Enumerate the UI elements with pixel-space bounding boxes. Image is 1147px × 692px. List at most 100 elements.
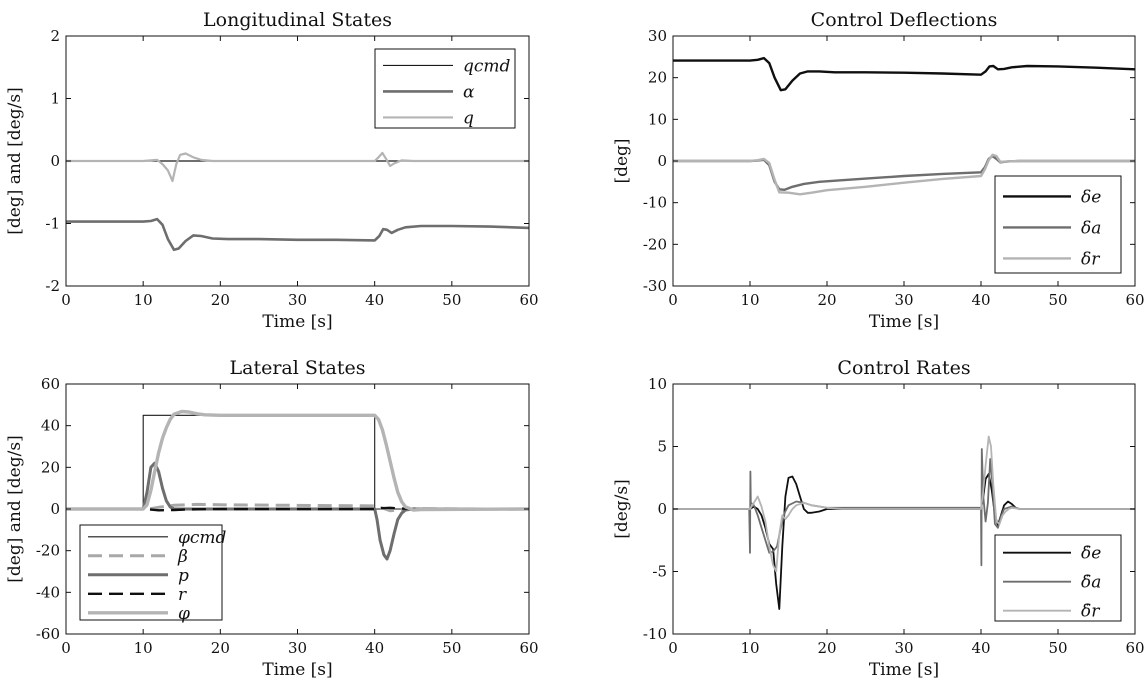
chart-1-xtick-label-0: 0 xyxy=(61,291,71,309)
chart-3-panel: Lateral States 0 10 20 30 40 50 60 -60 -40 -20 0 20 4… xyxy=(5,357,539,680)
chart-4-legend-label-delta_a_dot: δ̇a xyxy=(1081,573,1101,593)
chart-1-legend: qcmd αq xyxy=(374,48,516,129)
chart-3-legend-box xyxy=(79,524,223,621)
chart-1-y-axis-label: [deg] and [deg/s] xyxy=(5,87,25,234)
chart-4-title: Control Rates xyxy=(837,357,970,379)
chart-3-xtick-label-10: 10 xyxy=(134,639,153,657)
chart-2-series-delta_e xyxy=(673,56,1135,92)
chart-3-xtick-label-60: 60 xyxy=(519,639,538,657)
chart-4-legend: δ̇e δ̇a δ̇r xyxy=(994,534,1122,622)
chart-1-ytick-label-1: -1 xyxy=(45,215,60,233)
chart-2-ytick-label-30: -30 xyxy=(643,277,667,295)
chart-1-series-alpha xyxy=(66,217,529,252)
chart-1-xtick-label-20: 20 xyxy=(211,291,230,309)
chart-3-legend-label-phi: φ xyxy=(178,604,190,624)
chart-1-xtick-label-30: 30 xyxy=(288,291,307,309)
chart-3-ytick-label-20: -20 xyxy=(36,542,60,560)
chart-3-legend-label-phi_cmd: φcmd xyxy=(178,528,227,548)
chart-1-legend-box xyxy=(374,48,516,129)
chart-3-ytick-label-60: -60 xyxy=(36,625,60,643)
chart-2-y-axis-label: [deg] xyxy=(612,138,632,183)
chart-2-xtick-label-20: 20 xyxy=(817,291,836,309)
chart-4-ytick-label-5: 5 xyxy=(657,438,667,456)
chart-3-xtick-label-0: 0 xyxy=(61,639,71,657)
chart-4-xtick-label-50: 50 xyxy=(1048,639,1067,657)
chart-1-panel: Longitudinal States 0 10 20 30 40 50 60 -2 -1 0 1 2 T… xyxy=(5,9,539,332)
chart-3-y-axis-label: [deg] and [deg/s] xyxy=(5,435,25,582)
chart-4-xtick-label-30: 30 xyxy=(894,639,913,657)
chart-2-xtick-label-60: 60 xyxy=(1125,291,1144,309)
chart-2-xtick-label-50: 50 xyxy=(1048,291,1067,309)
chart-4-series-delta_r_dot xyxy=(673,435,1135,573)
chart-1-x-axis-label: Time [s] xyxy=(262,312,332,332)
chart-3-series-phi_cmd xyxy=(66,414,529,510)
chart-4-xtick-label-0: 0 xyxy=(668,639,678,657)
chart-1-xtick-label-60: 60 xyxy=(519,291,538,309)
chart-3-legend-label-beta: β xyxy=(177,547,188,567)
chart-1-legend-label-alpha: α xyxy=(463,82,475,102)
chart-4-panel: Control Rates 0 10 20 30 40 50 60 -10 -5 0 5 10 Time … xyxy=(612,357,1145,680)
chart-2-legend-label-delta_e: δe xyxy=(1081,187,1101,207)
chart-3-legend-label-r: r xyxy=(178,585,187,605)
chart-3-xtick-label-20: 20 xyxy=(211,639,230,657)
chart-4-xtick-label-10: 10 xyxy=(740,639,759,657)
chart-1-xtick-label-40: 40 xyxy=(365,291,384,309)
chart-3-plot-area xyxy=(66,409,529,561)
chart-2-x-axis-label: Time [s] xyxy=(869,312,939,332)
chart-1-ytick-label-0: 0 xyxy=(50,152,60,170)
chart-3-ytick-label-0: 0 xyxy=(50,500,60,518)
chart-2-legend-box xyxy=(994,175,1122,274)
chart-1-xtick-label-50: 50 xyxy=(442,291,461,309)
chart-1-ytick-label-1: 1 xyxy=(50,90,60,108)
chart-2-legend-label-delta_a: δa xyxy=(1081,218,1101,238)
chart-3-xtick-label-40: 40 xyxy=(365,639,384,657)
chart-2-ytick-label-20: -20 xyxy=(643,235,667,253)
chart-2-plot-area xyxy=(673,56,1135,196)
chart-4-legend-label-delta_r_dot: δ̇r xyxy=(1081,602,1100,622)
chart-4-ytick-label-0: 0 xyxy=(657,500,667,518)
chart-4-xtick-label-40: 40 xyxy=(971,639,990,657)
chart-4-ytick-label-10: 10 xyxy=(648,375,667,393)
chart-4-xtick-label-20: 20 xyxy=(817,639,836,657)
chart-2-title: Control Deflections xyxy=(811,9,998,31)
chart-2-xtick-label-10: 10 xyxy=(740,291,759,309)
chart-2-xtick-label-0: 0 xyxy=(668,291,678,309)
chart-3-ytick-label-40: -40 xyxy=(36,583,60,601)
chart-1-xtick-label-10: 10 xyxy=(134,291,153,309)
chart-2-ytick-label-0: 0 xyxy=(657,152,667,170)
chart-3-ytick-label-40: 40 xyxy=(41,417,60,435)
chart-4-x-axis-label: Time [s] xyxy=(869,660,939,680)
chart-3-ytick-label-60: 60 xyxy=(41,375,60,393)
chart-3-ytick-label-20: 20 xyxy=(41,458,60,476)
chart-2-ytick-label-10: 10 xyxy=(648,110,667,128)
chart-1-legend-label-q_cmd: qcmd xyxy=(463,56,511,76)
chart-2-ytick-label-30: 30 xyxy=(648,27,667,45)
chart-4-ytick-label-5: -5 xyxy=(652,563,667,581)
chart-3-title: Lateral States xyxy=(230,357,366,379)
chart-1-plot-area xyxy=(66,151,529,252)
chart-4-ytick-label-10: -10 xyxy=(643,625,667,643)
chart-3-series-r xyxy=(66,506,529,512)
chart-2-xtick-label-30: 30 xyxy=(894,291,913,309)
chart-2-xtick-label-40: 40 xyxy=(971,291,990,309)
chart-1-legend-label-q: q xyxy=(463,108,474,128)
chart-2-ytick-label-20: 20 xyxy=(648,69,667,87)
chart-4-legend-label-delta_e_dot: δ̇e xyxy=(1081,544,1101,564)
chart-2-panel: Control Deflections 0 10 20 30 40 50 60 -30 -20 -1… xyxy=(612,9,1145,332)
chart-3-x-axis-label: Time [s] xyxy=(262,660,332,680)
chart-2-legend: δe δa δr xyxy=(994,175,1122,274)
chart-3-legend-label-p: p xyxy=(178,566,189,586)
chart-2-series-delta_r xyxy=(673,153,1135,196)
chart-1-series-q xyxy=(66,151,529,183)
chart-2-ytick-label-10: -10 xyxy=(643,194,667,212)
chart-2-series-delta_a xyxy=(673,154,1135,191)
chart-3-xtick-label-30: 30 xyxy=(288,639,307,657)
chart-3-series-phi xyxy=(66,409,529,512)
chart-2-legend-label-delta_r: δr xyxy=(1081,249,1100,269)
chart-4-plot-area xyxy=(673,435,1135,610)
chart-3-series-beta xyxy=(66,502,529,513)
chart-4-legend-box xyxy=(994,534,1122,622)
chart-1-ytick-label-2: 2 xyxy=(50,27,60,45)
